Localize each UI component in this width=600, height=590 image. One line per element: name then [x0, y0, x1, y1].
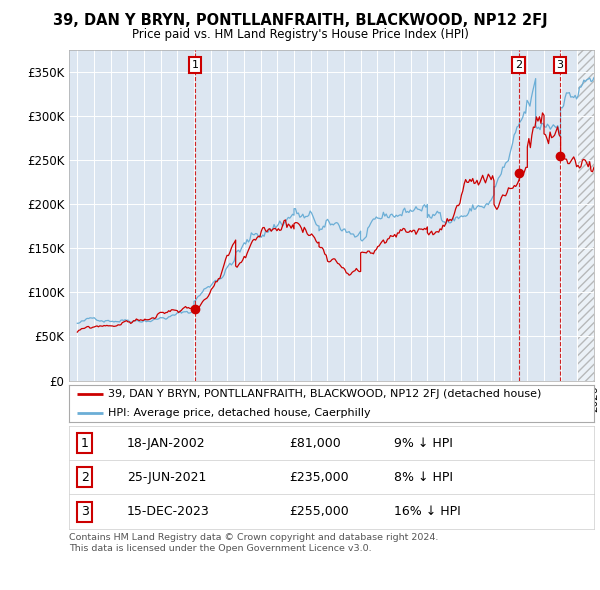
Text: 3: 3 [557, 60, 563, 70]
Text: 25-JUN-2021: 25-JUN-2021 [127, 471, 206, 484]
Text: 18-JAN-2002: 18-JAN-2002 [127, 437, 205, 450]
Text: Price paid vs. HM Land Registry's House Price Index (HPI): Price paid vs. HM Land Registry's House … [131, 28, 469, 41]
Text: 8% ↓ HPI: 8% ↓ HPI [395, 471, 454, 484]
Bar [577, 50, 600, 381]
Text: £81,000: £81,000 [290, 437, 341, 450]
Text: 16% ↓ HPI: 16% ↓ HPI [395, 505, 461, 518]
Text: 3: 3 [81, 505, 89, 518]
Text: Contains HM Land Registry data © Crown copyright and database right 2024.
This d: Contains HM Land Registry data © Crown c… [69, 533, 439, 553]
Text: 2: 2 [81, 471, 89, 484]
Text: HPI: Average price, detached house, Caerphilly: HPI: Average price, detached house, Caer… [109, 408, 371, 418]
Text: 9% ↓ HPI: 9% ↓ HPI [395, 437, 454, 450]
Text: 39, DAN Y BRYN, PONTLLANFRAITH, BLACKWOOD, NP12 2FJ: 39, DAN Y BRYN, PONTLLANFRAITH, BLACKWOO… [53, 13, 547, 28]
Text: 1: 1 [191, 60, 199, 70]
Text: 1: 1 [81, 437, 89, 450]
Text: 2: 2 [515, 60, 522, 70]
Text: 15-DEC-2023: 15-DEC-2023 [127, 505, 209, 518]
Text: £235,000: £235,000 [290, 471, 349, 484]
Bar [577, 50, 600, 381]
Text: 39, DAN Y BRYN, PONTLLANFRAITH, BLACKWOOD, NP12 2FJ (detached house): 39, DAN Y BRYN, PONTLLANFRAITH, BLACKWOO… [109, 389, 542, 399]
Text: £255,000: £255,000 [290, 505, 349, 518]
